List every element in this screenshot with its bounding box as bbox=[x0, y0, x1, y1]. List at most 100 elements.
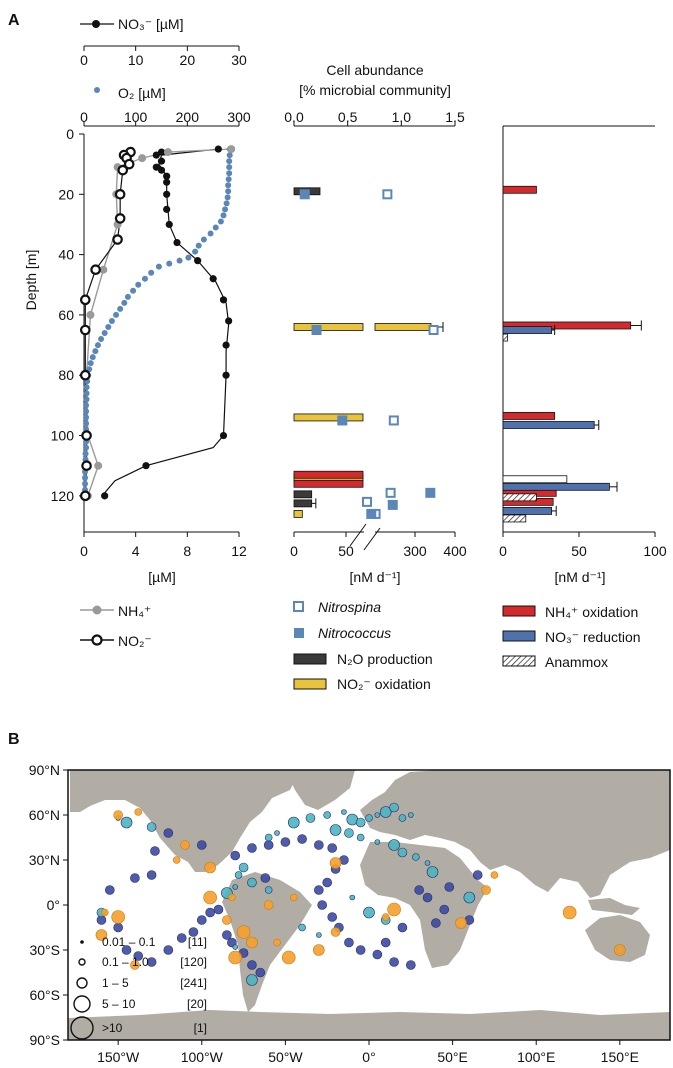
o2-point bbox=[83, 384, 90, 391]
teal-site bbox=[274, 830, 280, 836]
teal-site bbox=[238, 862, 249, 873]
nitrococcus-point bbox=[387, 499, 398, 510]
world-map: 150°W 100°W 50°W 0° 50°E 100°E 150°E 90°N 60°N 30… bbox=[29, 762, 671, 1065]
teal-site bbox=[463, 891, 476, 904]
size-legend-count: [241] bbox=[180, 976, 207, 990]
teal-site bbox=[408, 812, 414, 818]
size-legend-circle bbox=[80, 940, 84, 944]
right-rate-ticks: 0 50 100 bbox=[499, 532, 667, 559]
tick-label: 10 bbox=[128, 52, 144, 68]
map-axis-ticks: 150°W 100°W 50°W 0° 50°E 100°E 150°E 90°N 60°N 30… bbox=[29, 762, 639, 1065]
o2-point bbox=[185, 254, 192, 261]
teal-site bbox=[264, 886, 273, 894]
map-x-label: 150°E bbox=[601, 1049, 639, 1065]
orange-site bbox=[562, 905, 577, 920]
legend-nitrospina-marker bbox=[293, 601, 304, 612]
legend-no3red-label: NO₃⁻ reduction bbox=[545, 629, 641, 645]
navy-site bbox=[196, 915, 207, 925]
nh4-point bbox=[86, 310, 95, 319]
tick-label: 0 bbox=[80, 543, 88, 559]
teal-site bbox=[323, 811, 331, 819]
teal-site bbox=[397, 847, 408, 858]
tick-label: 300 bbox=[403, 543, 427, 559]
no3-point bbox=[222, 371, 230, 379]
o2-point bbox=[83, 420, 90, 427]
navy-site bbox=[163, 828, 174, 838]
navy-site bbox=[422, 892, 433, 903]
size-legend-count: [120] bbox=[180, 955, 207, 969]
o2-point bbox=[222, 206, 229, 213]
navy-site bbox=[146, 870, 157, 880]
no3-point bbox=[209, 275, 217, 283]
teal-site bbox=[247, 877, 257, 888]
no3-axis-ticks: 0 10 20 30 bbox=[80, 46, 247, 68]
o2-point bbox=[113, 311, 120, 318]
tick-label: 120 bbox=[51, 488, 75, 504]
no2-point bbox=[90, 264, 101, 275]
o2-point bbox=[83, 444, 90, 451]
o2-point bbox=[101, 330, 108, 337]
orange-site bbox=[289, 893, 298, 902]
navy-site bbox=[222, 930, 232, 940]
teal-site bbox=[356, 833, 365, 842]
navy-site bbox=[327, 843, 338, 853]
no2-point bbox=[79, 490, 91, 502]
cell-abundance-ticks: 0.0 0.5 1.0 1.5 bbox=[284, 109, 465, 126]
teal-site bbox=[424, 860, 431, 866]
navy-site bbox=[133, 951, 144, 961]
land-australia bbox=[585, 915, 650, 962]
orange-site bbox=[204, 861, 216, 874]
depth-axis-ticks: 0 20 40 60 80 100 120 bbox=[51, 126, 84, 504]
no2-point bbox=[79, 324, 91, 336]
map-y-label: 0° bbox=[47, 897, 60, 913]
legend-nh4ox-swatch bbox=[502, 605, 536, 617]
navy-site bbox=[280, 837, 291, 847]
no3red-bar bbox=[502, 482, 610, 491]
legend-no2-marker bbox=[91, 634, 103, 646]
tick-label: 0 bbox=[66, 126, 74, 142]
legend-n2o-label: N₂O production bbox=[337, 651, 433, 667]
teal-site bbox=[316, 932, 322, 938]
teal-site bbox=[287, 816, 300, 829]
o2-point bbox=[226, 170, 233, 177]
rate-chart-middle: Cell abundance [% microbial community] 0… bbox=[284, 62, 467, 692]
o2-point bbox=[124, 293, 131, 300]
panel-label-b: B bbox=[8, 731, 20, 748]
no3red-bar bbox=[502, 326, 553, 334]
teal-site bbox=[146, 822, 157, 832]
tick-label: 40 bbox=[58, 247, 74, 263]
no3-point bbox=[163, 178, 171, 186]
o2-point bbox=[176, 257, 183, 264]
navy-site bbox=[230, 850, 241, 861]
n2o-bar bbox=[293, 490, 313, 499]
orange-site bbox=[381, 913, 390, 921]
no3-point bbox=[152, 151, 160, 159]
orange-site bbox=[246, 936, 258, 949]
map-x-label: 50°E bbox=[437, 1049, 468, 1065]
tick-label: 50 bbox=[338, 543, 354, 559]
orange-site bbox=[330, 927, 341, 937]
legend-o2-label: O₂ [µM] bbox=[118, 85, 166, 101]
navy-site bbox=[472, 870, 483, 880]
map-x-label: 100°E bbox=[517, 1049, 555, 1065]
axis-break-2 bbox=[363, 527, 381, 551]
navy-site bbox=[247, 843, 257, 853]
right-rate-axis-label: [nM d⁻¹] bbox=[555, 569, 606, 585]
tick-label: 20 bbox=[180, 52, 196, 68]
navy-site bbox=[205, 907, 215, 918]
o2-point bbox=[148, 269, 155, 276]
teal-site bbox=[120, 816, 133, 829]
orange-site bbox=[490, 871, 499, 879]
orange-site bbox=[228, 893, 236, 902]
tick-label: 100 bbox=[643, 543, 667, 559]
orange-site bbox=[222, 915, 232, 925]
o2-point bbox=[224, 194, 231, 201]
navy-site bbox=[260, 873, 271, 883]
tick-label: 1.5 bbox=[445, 109, 465, 125]
navy-site bbox=[105, 885, 115, 895]
o2-point bbox=[83, 408, 90, 415]
navy-site bbox=[380, 937, 391, 948]
rate-bars-right bbox=[502, 185, 642, 523]
cell-abundance-label-1: Cell abundance bbox=[326, 62, 424, 78]
teal-site bbox=[234, 871, 243, 879]
